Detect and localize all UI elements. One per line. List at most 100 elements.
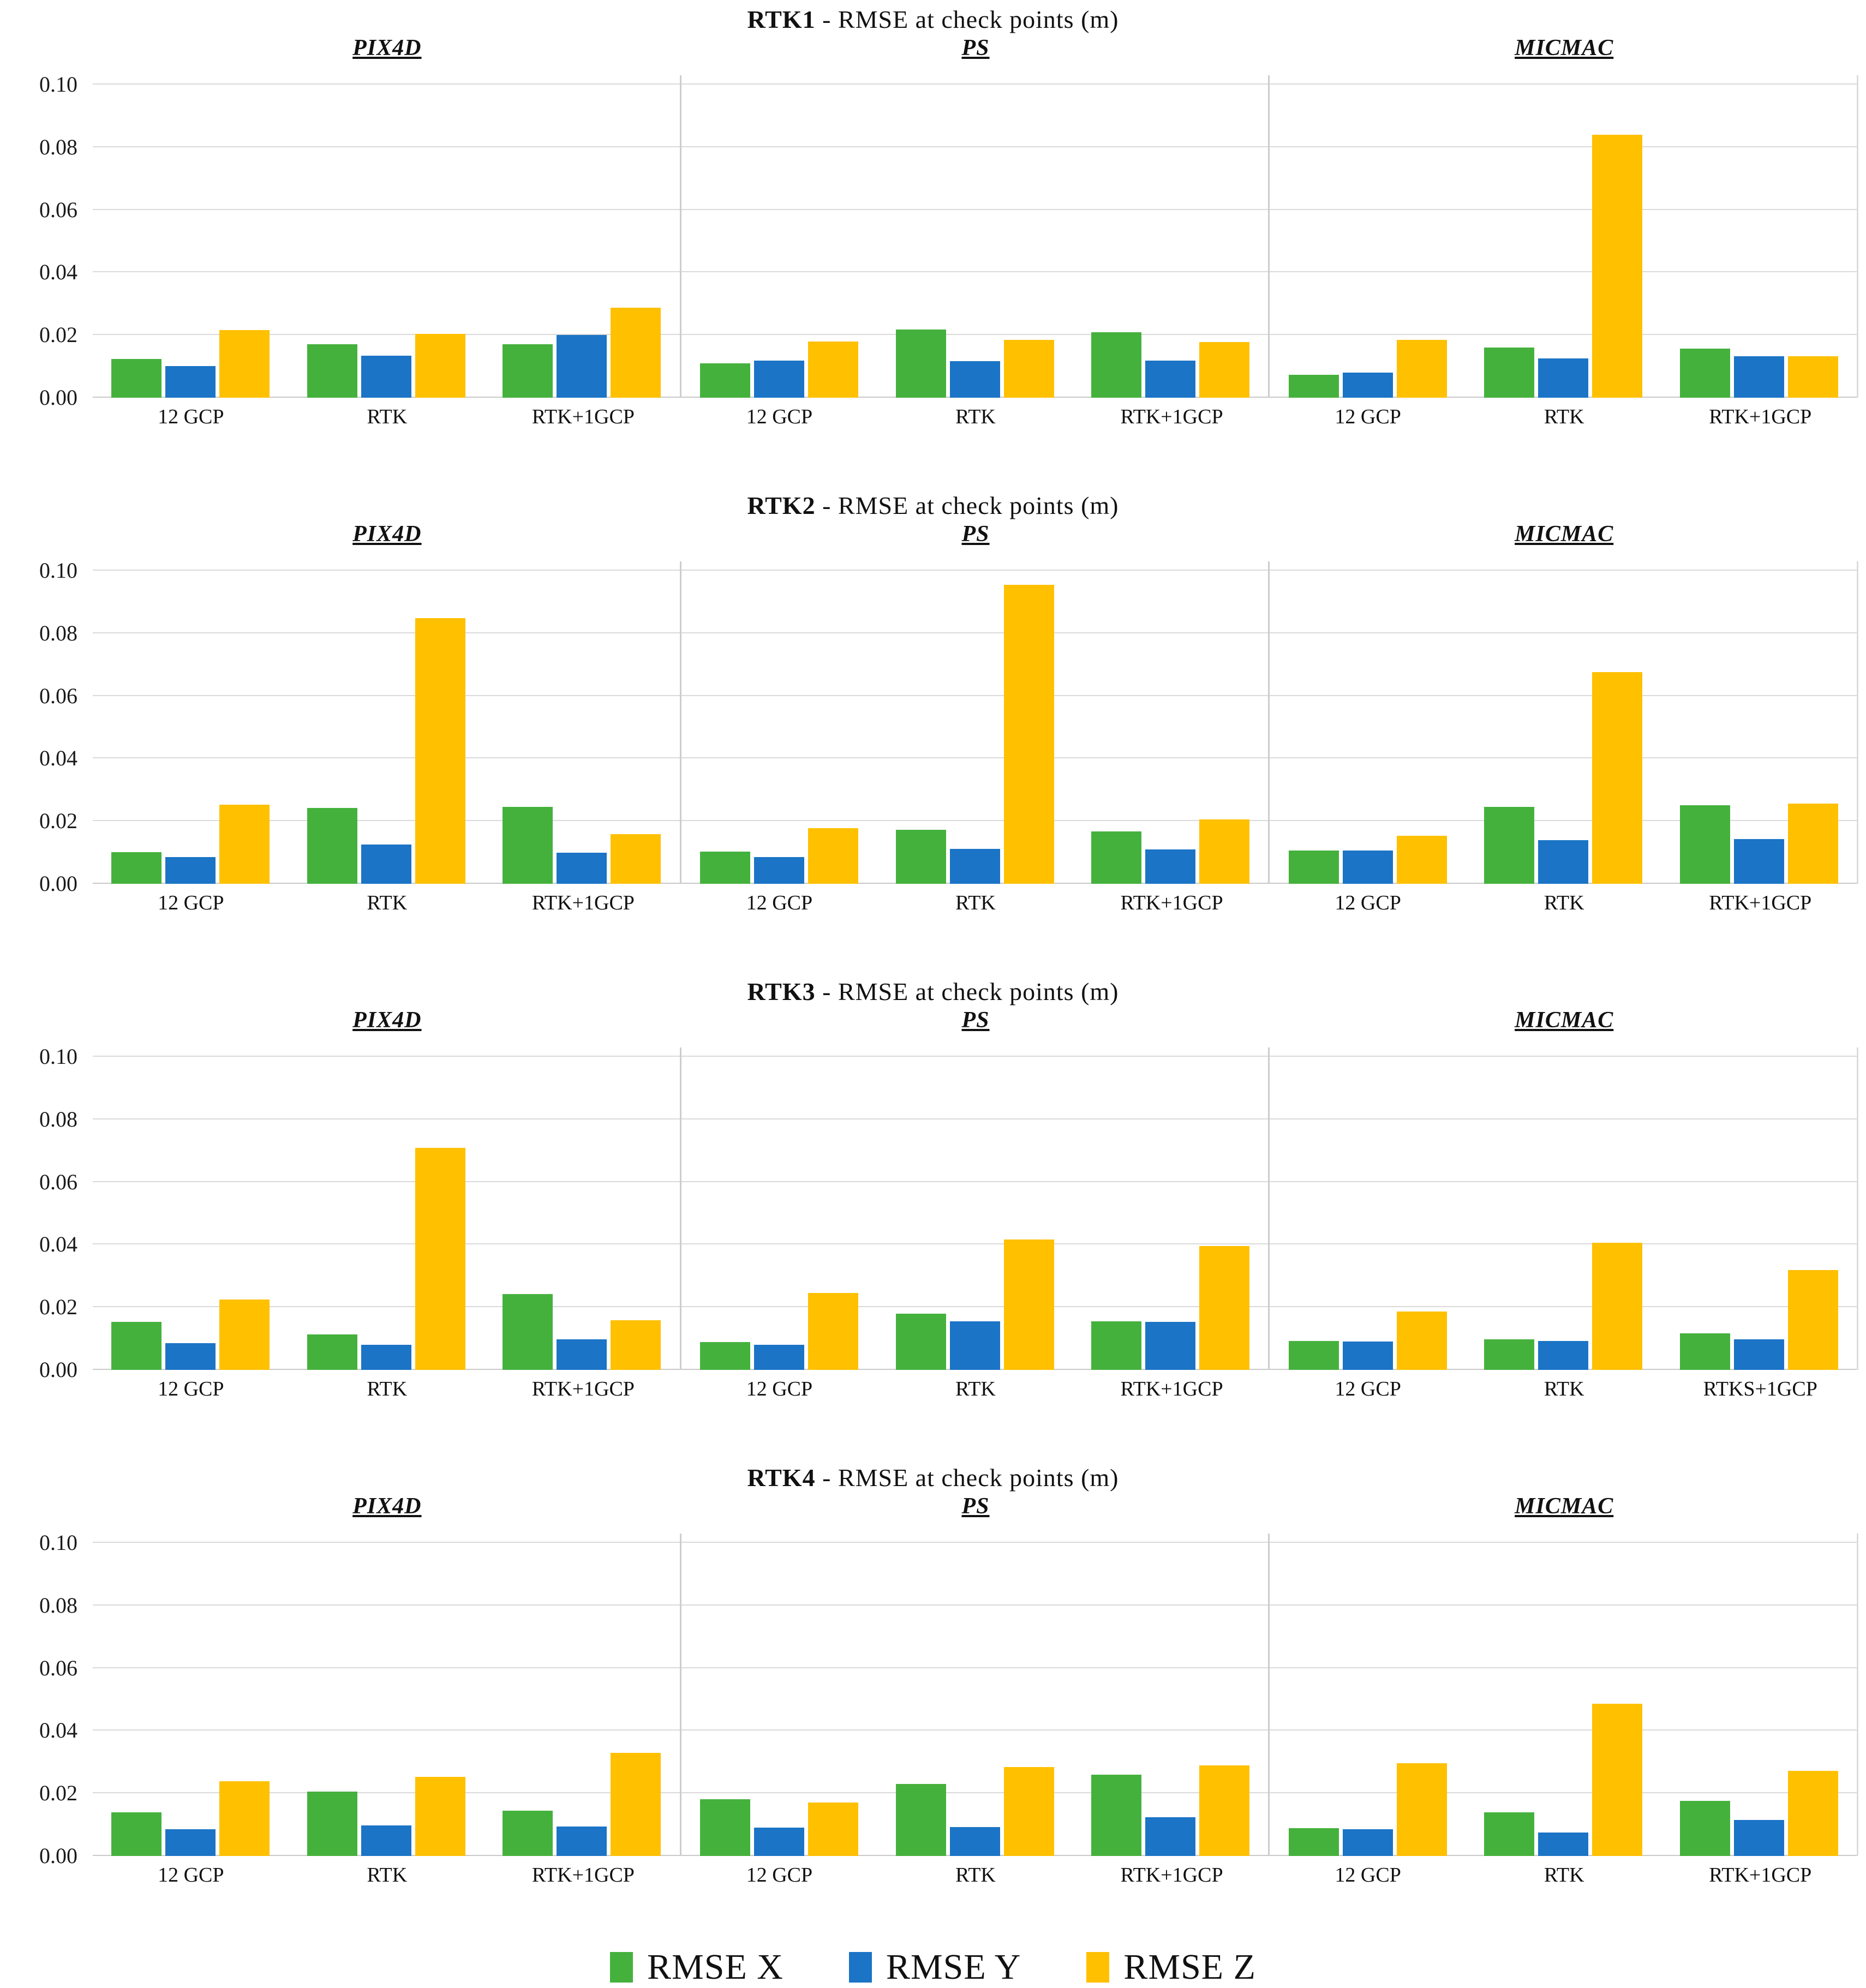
group-label: RTK [367,891,408,914]
bar-rmse-z [219,1299,270,1370]
y-tick-label: 0.02 [39,322,77,348]
bar-group-12-gcp [1270,561,1466,884]
bar-groups [1270,75,1857,398]
x-labels: 12 GCP RTK RTK+1GCP [93,1856,681,1894]
x-labels: 12 GCP RTK RTK+1GCP [1270,398,1858,436]
bar-rmse-z [219,330,270,398]
gridline [93,757,680,759]
bar-rmse-y [557,1826,607,1856]
gridline [1270,1792,1857,1794]
bar-rmse-z [611,307,661,398]
bar-rmse-z [1003,1239,1054,1370]
gridline [681,1542,1269,1543]
bar-rmse-y [949,849,1000,884]
bar-rmse-y [1733,1339,1784,1370]
bar-rmse-y [557,335,607,398]
chart-row-rtk1: RTK1 - RMSE at check points (m) 0.10 0.08 0… [0,0,1866,436]
y-tick-label: 0.04 [39,1718,77,1743]
panel-title-ps: PS [961,1494,990,1519]
bar-group-12-gcp [681,561,877,884]
gridline [93,1118,680,1119]
x-labels: 12 GCP RTK RTKS+1GCP [1270,1370,1858,1408]
plot-pix4d [93,75,681,398]
bar-group-rtk-1gcp [484,561,680,884]
bar-group-12-gcp [1270,1534,1466,1856]
bar-group-rtk-1gcp [484,1047,680,1370]
bar-rmse-x [1679,1801,1730,1856]
bar-rmse-x [503,807,553,884]
plot-ps [681,1047,1270,1370]
y-axis-rtk1: 0.10 0.08 0.06 0.04 0.02 0.00 [7,74,93,409]
chart-row-rtk3: RTK3 - RMSE at check points (m) 0.10 0.08 0… [0,974,1866,1408]
gridline [1270,1542,1857,1543]
legend-label: RMSE X [647,1947,784,1987]
row-body-rtk3: 0.10 0.08 0.06 0.04 0.02 0.00 PIX4D 12 GCP RTK RT… [0,1007,1866,1408]
bar-rmse-x [111,852,162,884]
bar-group-rtk [1466,1534,1661,1856]
panel-micmac: MICMAC 12 GCP RTK RTK+1GCP [1270,1493,1859,1894]
group-label: RTK [1544,1864,1584,1887]
gridline [93,1667,680,1668]
bar-group-rtk-1gcp [1073,561,1269,884]
gridline [681,1181,1269,1182]
gridline [681,1792,1269,1794]
gridline [1270,820,1857,822]
bar-rmse-y [1342,850,1393,884]
legend-swatch-rmse-y [848,1952,872,1983]
bar-rmse-y [1145,1321,1196,1370]
group-label: 12 GCP [1335,405,1401,428]
bar-rmse-x [1484,1812,1535,1856]
bar-rmse-x [307,344,357,398]
bar-rmse-y [1538,358,1589,398]
panel-title-wrap: MICMAC [1270,1493,1858,1534]
gridline [681,757,1269,759]
bar-rmse-y [753,361,804,398]
bar-rmse-z [1199,342,1250,398]
group-label: RTK [1544,891,1584,914]
panel-ps: PS 12 GCP RTK RTK+1GCP [681,35,1270,436]
panel-title-wrap: PIX4D [93,35,681,75]
x-labels: 12 GCP RTK RTK+1GCP [681,1370,1270,1408]
bar-rmse-z [415,1147,465,1370]
gridline [93,1181,680,1182]
bar-rmse-x [1484,1339,1535,1370]
group-label: 12 GCP [158,405,224,428]
gridline [681,1243,1269,1245]
legend-item-rmse-x: RMSE X [610,1947,784,1988]
gridline [93,632,680,633]
row-title-rest: - RMSE at check points (m) [815,1464,1119,1492]
y-tick-label: 0.00 [39,1843,77,1868]
x-labels: 12 GCP RTK RTK+1GCP [681,1856,1270,1894]
y-tick-label: 0.00 [39,385,77,410]
bar-rmse-x [307,1334,357,1370]
bar-group-rtk [289,75,485,398]
y-tick-label: 0.02 [39,1781,77,1806]
bar-rmse-x [1288,1828,1339,1856]
bar-rmse-z [1003,1767,1054,1856]
panel-pix4d: PIX4D 12 GCP RTK RTK+1GCP [93,521,681,922]
gridline [1270,334,1857,336]
bar-group-rtks-1gcp [1661,1047,1857,1370]
legend-item-rmse-y: RMSE Y [848,1947,1021,1988]
bar-rmse-z [611,834,661,884]
y-tick-label: 0.06 [39,1655,77,1680]
panel-title-wrap: MICMAC [1270,35,1858,75]
panel-title-ps: PS [961,1008,990,1033]
group-label: 12 GCP [746,1378,813,1400]
panel-title-pix4d: PIX4D [352,522,422,547]
gridline [1270,1667,1857,1668]
bar-group-12-gcp [1270,75,1466,398]
group-label: RTK [955,1378,996,1400]
bar-rmse-x [1484,348,1535,398]
group-label: RTK+1GCP [1120,405,1223,428]
bar-rmse-x [503,1811,553,1856]
bar-rmse-x [111,359,162,398]
bar-rmse-z [415,333,465,398]
group-label: RTK+1GCP [531,1378,635,1400]
bar-group-rtk-1gcp [484,1534,680,1856]
bar-rmse-y [1342,1341,1393,1370]
bar-rmse-y [1342,372,1393,398]
bar-rmse-x [1679,1333,1730,1370]
panels-rtk3: PIX4D 12 GCP RTK RTK+1GCP PS 12 GCP RTK RTK+1GC… [93,1007,1859,1408]
gridline [681,1306,1269,1308]
